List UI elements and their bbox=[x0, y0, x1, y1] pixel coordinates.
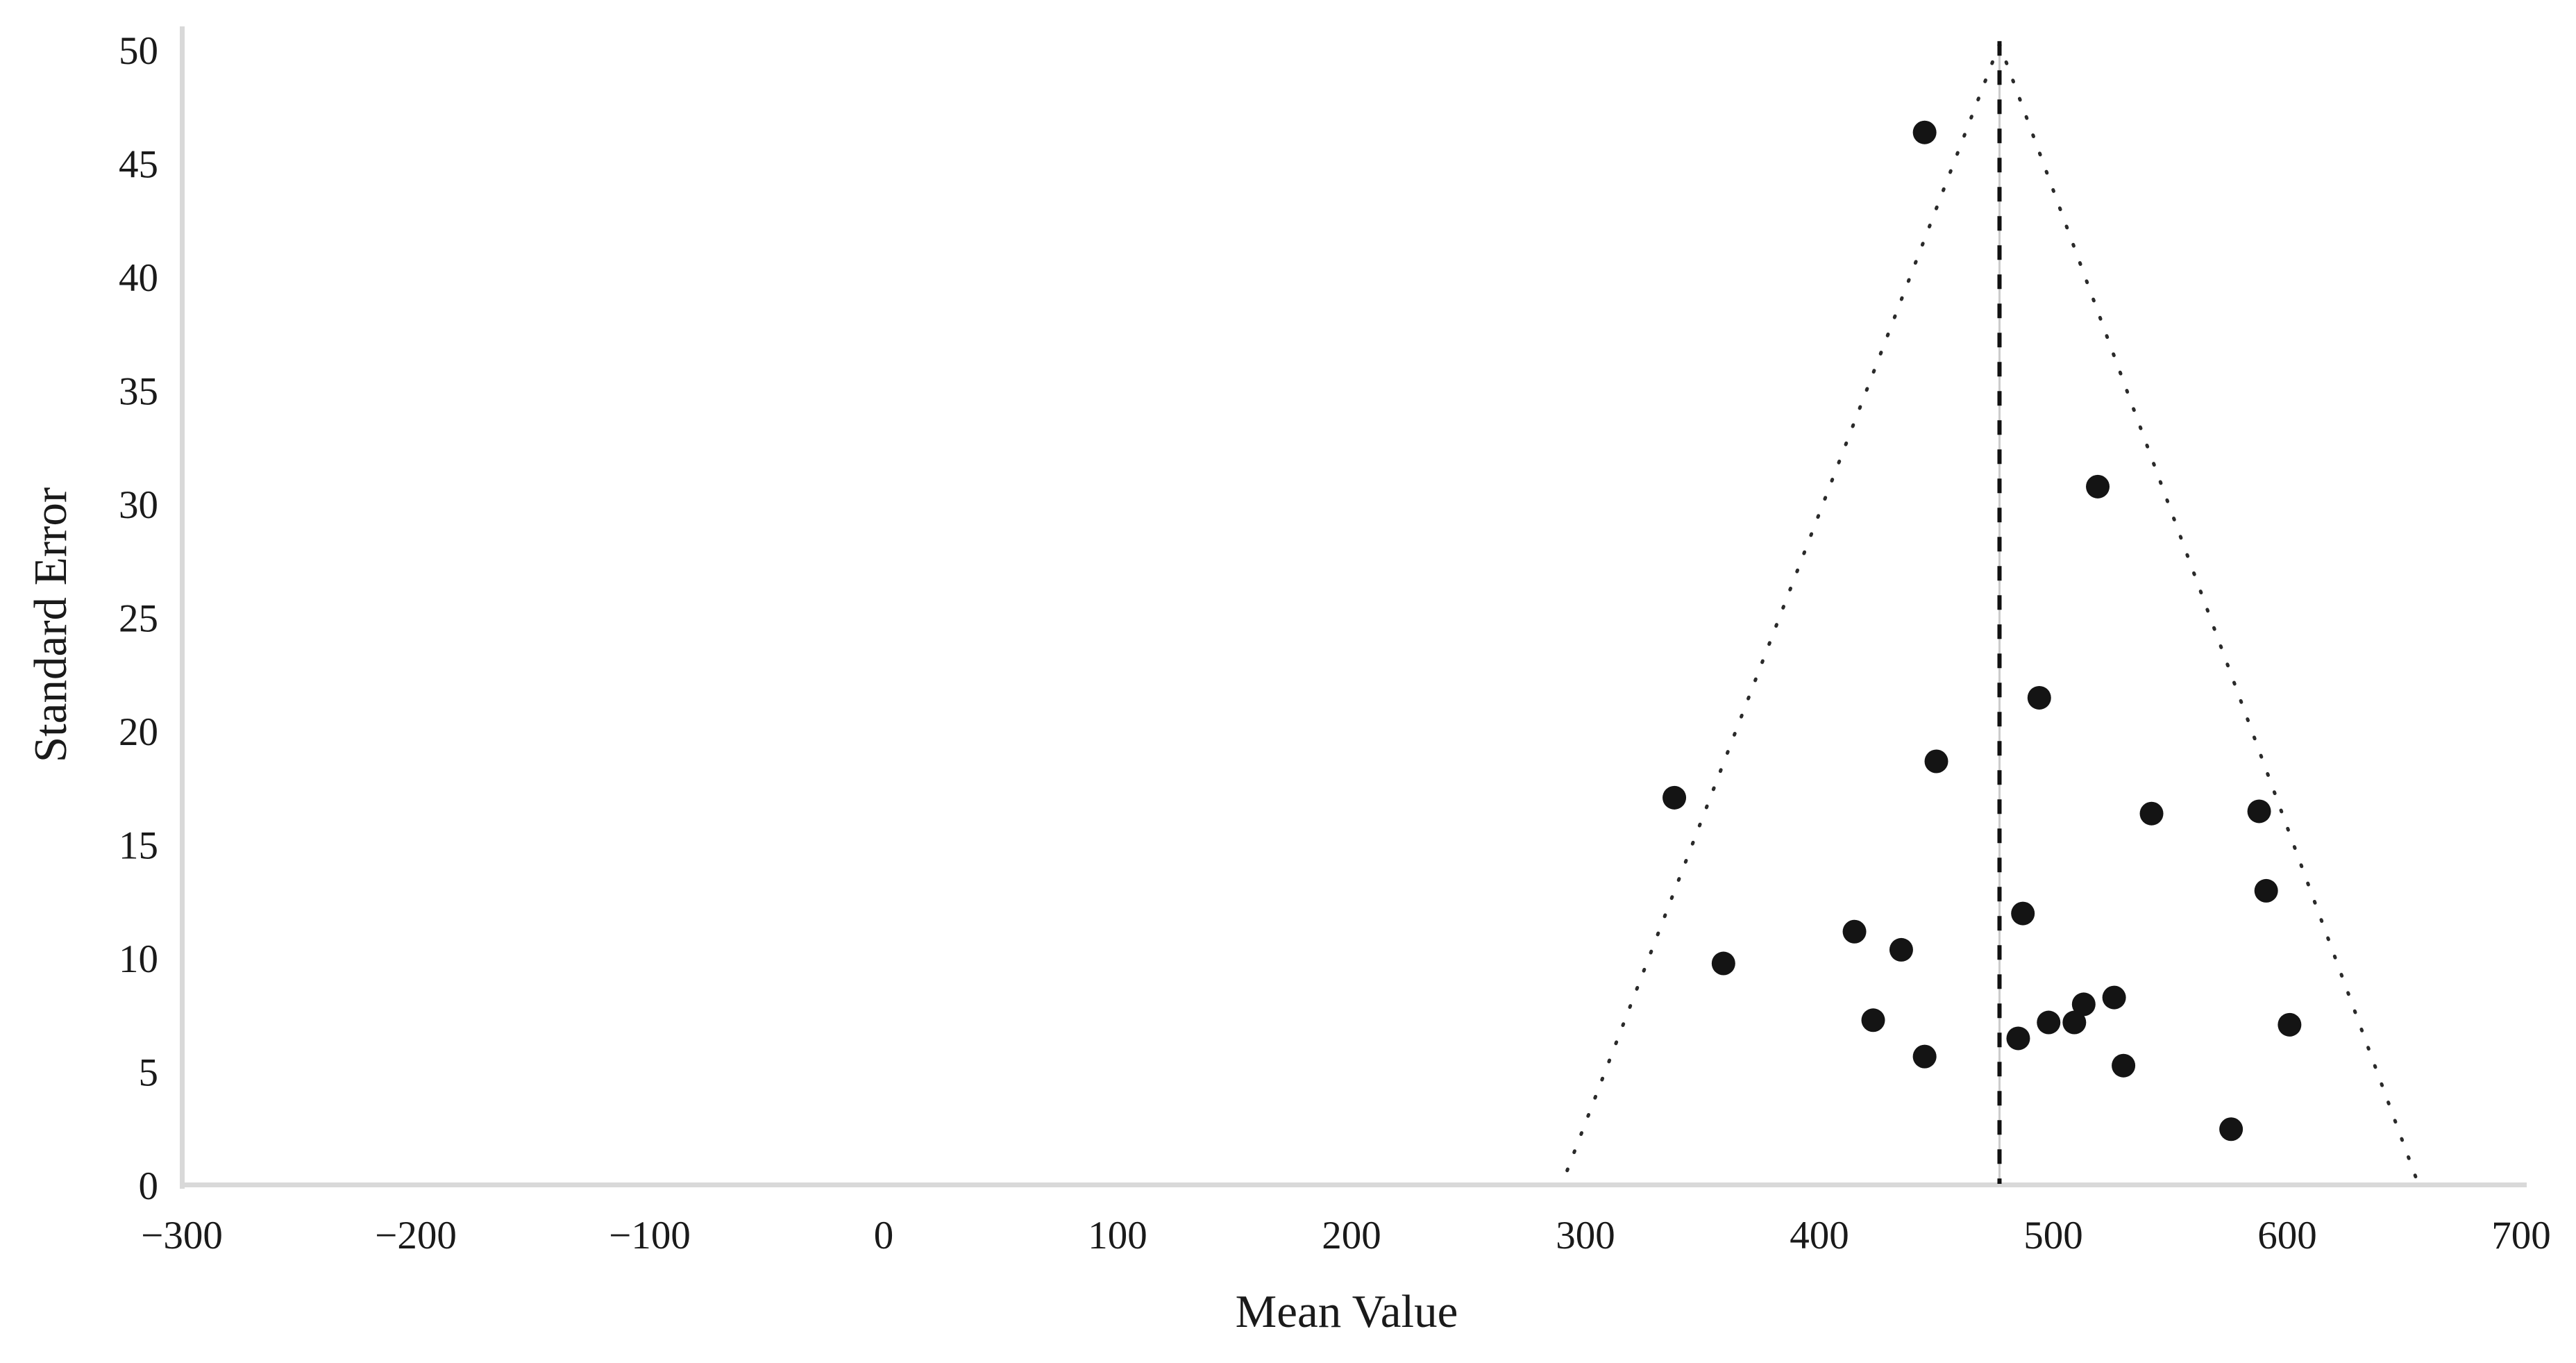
data-point bbox=[2219, 1117, 2244, 1142]
y-tick-label: 0 bbox=[139, 1164, 159, 1208]
y-axis-title: Standard Error bbox=[25, 487, 76, 762]
x-tick-label: −200 bbox=[375, 1214, 457, 1257]
y-tick-label: 45 bbox=[119, 143, 158, 187]
y-tick-label: 10 bbox=[119, 937, 158, 981]
data-point bbox=[2278, 1012, 2302, 1037]
data-point bbox=[2112, 1053, 2136, 1078]
x-tick-label: 200 bbox=[1322, 1214, 1381, 1257]
data-points bbox=[1662, 120, 2302, 1142]
x-tick-label: −100 bbox=[609, 1214, 691, 1257]
data-point bbox=[2006, 1026, 2030, 1051]
data-point bbox=[2139, 801, 2164, 826]
data-point bbox=[2086, 474, 2110, 499]
x-tick-label: 500 bbox=[2023, 1214, 2083, 1257]
data-point bbox=[2247, 799, 2271, 823]
data-point bbox=[2027, 685, 2051, 710]
y-tick-label: 40 bbox=[119, 256, 158, 300]
data-point bbox=[1662, 785, 1687, 810]
x-tick-label: 100 bbox=[1088, 1214, 1147, 1257]
x-tick-label: 400 bbox=[1790, 1214, 1849, 1257]
y-axis-line bbox=[180, 26, 185, 1189]
data-point bbox=[1861, 1008, 1885, 1032]
x-tick-labels: −300 −200 −100 0 100 200 300 400 500 600 700 bbox=[141, 1214, 2551, 1257]
funnel-lines bbox=[1560, 41, 2421, 1186]
y-tick-labels: 0 5 10 15 20 25 30 35 40 45 50 bbox=[119, 29, 158, 1208]
axes bbox=[180, 26, 2527, 1189]
y-tick-label: 50 bbox=[119, 29, 158, 73]
data-point bbox=[1842, 919, 1867, 944]
data-point bbox=[2062, 1010, 2087, 1035]
y-tick-label: 30 bbox=[119, 483, 158, 527]
y-tick-label: 35 bbox=[119, 370, 158, 414]
funnel-right-dotted-line bbox=[1997, 42, 2421, 1186]
data-point bbox=[2011, 901, 2035, 926]
x-axis-title: Mean Value bbox=[1236, 1286, 1458, 1337]
y-tick-label: 25 bbox=[119, 597, 158, 641]
x-tick-label: 300 bbox=[1556, 1214, 1615, 1257]
y-tick-label: 20 bbox=[119, 710, 158, 754]
data-point bbox=[1889, 937, 1913, 962]
x-tick-label: 700 bbox=[2491, 1214, 2551, 1257]
data-point bbox=[2102, 985, 2126, 1010]
funnel-left-dotted-line bbox=[1560, 42, 2001, 1186]
data-point bbox=[2071, 992, 2096, 1017]
data-point bbox=[1924, 749, 1948, 774]
data-point bbox=[1912, 1044, 1937, 1069]
y-tick-label: 5 bbox=[139, 1051, 159, 1095]
y-tick-label: 15 bbox=[119, 824, 158, 868]
data-point bbox=[2254, 878, 2278, 903]
x-tick-label: −300 bbox=[141, 1214, 223, 1257]
x-axis-line bbox=[180, 1182, 2527, 1187]
data-point bbox=[1912, 120, 1937, 144]
data-point bbox=[1711, 951, 1735, 976]
x-tick-label: 600 bbox=[2257, 1214, 2317, 1257]
data-point bbox=[2037, 1010, 2061, 1035]
x-tick-label: 0 bbox=[874, 1214, 894, 1257]
